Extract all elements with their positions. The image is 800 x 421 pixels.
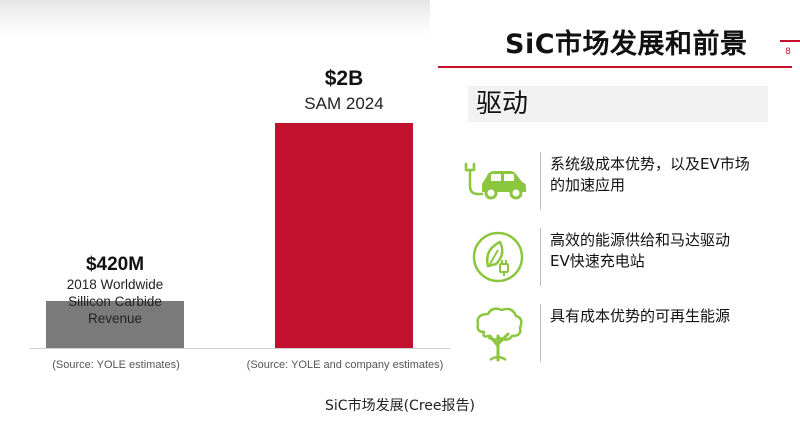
chart-baseline xyxy=(30,348,450,349)
divider xyxy=(540,152,541,210)
source-note: (Source: YOLE estimates) xyxy=(52,359,180,371)
driver-item: 高效的能源供给和马达驱动 EV快速充电站 xyxy=(462,226,792,288)
drivers-heading-background xyxy=(468,86,768,122)
bar-value-label: $420M xyxy=(85,254,145,275)
page-number-rule xyxy=(780,40,800,42)
eco-leaf-plug-icon xyxy=(462,226,534,288)
driver-text: 具有成本优势的可再生能源 xyxy=(550,306,780,327)
driver-text: 系统级成本优势，以及EV市场 的加速应用 xyxy=(550,154,780,196)
divider xyxy=(540,228,541,286)
divider xyxy=(540,304,541,362)
tree-icon xyxy=(462,302,534,364)
driver-text-line: 高效的能源供给和马达驱动 xyxy=(550,231,731,249)
bar-description: SAM 2024 xyxy=(304,94,384,113)
driver-item: 具有成本优势的可再生能源 xyxy=(462,302,792,364)
page-number: 8 xyxy=(785,47,791,57)
bar-description-line: Sillicon Carbide xyxy=(68,294,162,309)
header-background xyxy=(0,0,430,38)
bar-value-label: $2B xyxy=(324,67,364,90)
page-title: SiC市场发展和前景 xyxy=(505,29,748,60)
driver-text: 高效的能源供给和马达驱动 EV快速充电站 xyxy=(550,230,780,272)
bar-description-line: Revenue xyxy=(87,311,143,326)
electric-car-icon xyxy=(462,150,534,212)
bar-description-line: 2018 Worldwide xyxy=(66,277,164,292)
bar-2018-revenue xyxy=(46,301,184,348)
driver-item: 系统级成本优势，以及EV市场 的加速应用 xyxy=(462,150,792,212)
driver-text-line: EV快速充电站 xyxy=(550,252,645,270)
driver-text-line: 具有成本优势的可再生能源 xyxy=(550,307,731,325)
driver-text-line: 系统级成本优势，以及EV市场 xyxy=(550,155,750,173)
driver-text-line: 的加速应用 xyxy=(550,176,626,194)
title-underline xyxy=(438,66,792,68)
bar-sam-2024 xyxy=(275,123,413,348)
drivers-heading: 驱动 xyxy=(476,89,529,119)
source-note: (Source: YOLE and company estimates) xyxy=(246,359,444,371)
bar-description: 2018 Worldwide Sillicon Carbide Revenue xyxy=(30,276,200,327)
slide-caption: SiC市场发展(Cree报告) xyxy=(325,398,475,414)
